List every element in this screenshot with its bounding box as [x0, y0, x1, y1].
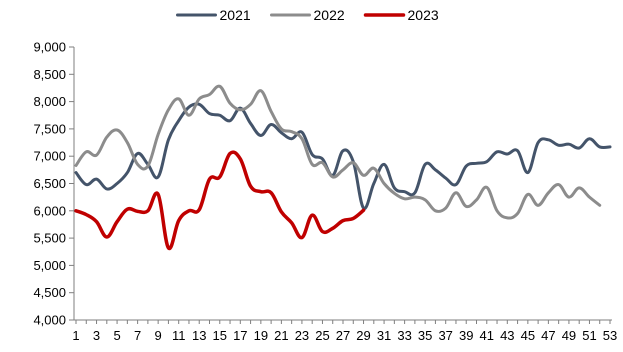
x-tick-label: 5: [113, 328, 120, 343]
y-tick-label: 4,000: [33, 313, 66, 328]
x-tick-label: 7: [134, 328, 141, 343]
x-tick-label: 1: [72, 328, 79, 343]
x-tick-label: 25: [315, 328, 329, 343]
x-tick-label: 11: [172, 328, 186, 343]
x-tick-label: 41: [480, 328, 494, 343]
x-tick-label: 19: [254, 328, 268, 343]
x-tick-label: 13: [192, 328, 206, 343]
x-tick-label: 29: [356, 328, 370, 343]
y-tick-label: 9,000: [33, 40, 66, 55]
x-tick-label: 53: [603, 328, 617, 343]
legend-label-2022: 2022: [314, 7, 345, 23]
legend-label-2023: 2023: [408, 7, 439, 23]
x-tick-label: 9: [155, 328, 162, 343]
x-tick-label: 47: [541, 328, 555, 343]
y-tick-label: 8,000: [33, 94, 66, 109]
x-tick-label: 21: [274, 328, 288, 343]
y-tick-label: 7,500: [33, 121, 66, 136]
x-tick-label: 45: [521, 328, 535, 343]
x-tick-label: 37: [438, 328, 452, 343]
series-line-2023: [74, 150, 366, 251]
x-tick-label: 51: [582, 328, 596, 343]
y-tick-label: 8,500: [33, 67, 66, 82]
chart-legend: 2021 2022 2023: [176, 7, 439, 23]
y-tick-label: 6,500: [33, 176, 66, 191]
x-tick-label: 39: [459, 328, 473, 343]
x-tick-label: 31: [377, 328, 391, 343]
y-tick-label: 5,000: [33, 258, 66, 273]
y-axis: 4,000 4,500 5,000 5,500 6,000 6,500 7,000 7,500…: [33, 40, 75, 328]
x-axis: 1 3 5 7 9 11 13 15 17 19 21 23 25 27 29 31 33 35 37 39 41 43 4…: [72, 319, 617, 343]
y-tick-label: 7,000: [33, 149, 66, 164]
legend-label-2021: 2021: [220, 7, 251, 23]
series-line-2021: [74, 102, 612, 210]
x-tick-label: 49: [562, 328, 576, 343]
y-tick-label: 6,000: [33, 203, 66, 218]
y-tick-label: 5,500: [33, 231, 66, 246]
y-tick-label: 4,500: [33, 285, 66, 300]
plot-area: [74, 84, 612, 251]
x-tick-label: 35: [418, 328, 432, 343]
x-tick-label: 23: [295, 328, 309, 343]
x-tick-label: 43: [500, 328, 514, 343]
series-line-2022: [74, 84, 602, 220]
x-tick-label: 15: [213, 328, 227, 343]
x-tick-label: 3: [93, 328, 100, 343]
x-tick-label: 33: [397, 328, 411, 343]
x-tick-label: 27: [336, 328, 350, 343]
x-tick-label: 17: [233, 328, 247, 343]
